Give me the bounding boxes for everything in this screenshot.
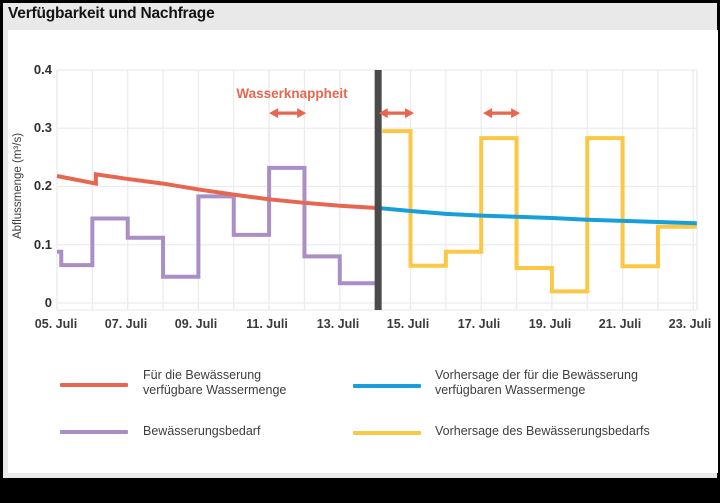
legend-label-available: Für die Bewässerung verfügbare Wassermen… <box>143 368 286 397</box>
arrow-head-right <box>297 108 307 119</box>
arrow-head-left <box>378 108 388 119</box>
legend-swatch-forecast-available <box>353 384 421 388</box>
x-tick-label: 13. Juli <box>316 317 360 331</box>
x-tick-label: 05. Juli <box>34 317 78 331</box>
y-tick-label: 0 <box>44 295 52 310</box>
x-tick-label: 09. Juli <box>174 317 218 331</box>
chart-panel <box>8 30 718 473</box>
legend-label-line: verfügbaren Wassermenge <box>435 382 586 397</box>
series-line-0 <box>56 171 378 211</box>
x-tick-label: 19. Juli <box>528 317 572 331</box>
y-tick-label: 0.4 <box>33 62 52 77</box>
arrow-head-left <box>482 108 492 119</box>
arrow-head-right <box>511 108 521 119</box>
page-background <box>3 3 718 478</box>
legend-label-demand: Bewässerungsbedarf <box>143 424 260 439</box>
series-line-2 <box>378 206 697 226</box>
forecast-divider-bar <box>374 70 382 310</box>
y-tick-label: 0.1 <box>33 237 52 252</box>
y-tick-label: 0.3 <box>33 120 52 135</box>
x-tick-label: 07. Juli <box>104 317 148 331</box>
legend-swatch-available <box>60 383 128 387</box>
legend-swatch-demand <box>60 430 128 434</box>
legend-label-line: Bewässerungsbedarf <box>143 424 261 438</box>
legend-label-line: Vorhersage des Bewässerungsbedarfs <box>435 424 650 438</box>
arrow-head-left <box>269 108 279 119</box>
legend-swatch-forecast-demand <box>353 431 421 435</box>
x-tick-label: 23. Juli <box>668 317 712 331</box>
water-scarcity-annotation: Wasserknappheit <box>236 86 348 101</box>
x-tick-label: 21. Juli <box>598 317 642 331</box>
legend-label-forecast-available: Vorhersage der für die Bewässerung verfü… <box>435 368 638 397</box>
page-title: Verfügbarkeit und Nachfrage <box>8 5 215 22</box>
legend-label-forecast-demand: Vorhersage des Bewässerungsbedarfs <box>435 424 650 439</box>
legend-label-line: Vorhersage der für die Bewässerung <box>435 368 638 382</box>
y-tick-label: 0.2 <box>33 178 52 193</box>
arrow-head-right <box>405 108 415 119</box>
x-tick-label: 17. Juli <box>457 317 501 331</box>
legend-label-line: Für die Bewässerung <box>143 368 262 382</box>
x-tick-label: 15. Juli <box>386 317 430 331</box>
x-tick-label: 11. Juli <box>246 317 288 331</box>
series-step-3 <box>382 129 697 294</box>
series-step-1 <box>57 165 378 286</box>
scarcity-arrows <box>269 108 521 119</box>
legend-label-line: verfügbare Wassermenge <box>143 382 287 397</box>
